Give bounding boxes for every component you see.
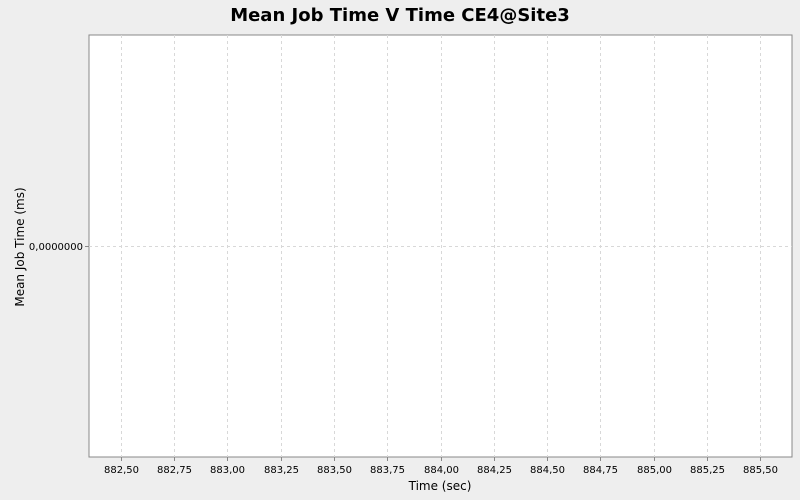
y-axis-label: Mean Job Time (ms): [13, 187, 27, 307]
x-tick-label: 884,00: [424, 465, 459, 476]
x-tick-label: 882,50: [104, 465, 139, 476]
y-axis-ticks: 0,0000000: [29, 242, 89, 253]
x-tick-label: 885,25: [690, 465, 725, 476]
x-tick-label: 884,50: [530, 465, 565, 476]
x-axis-label: Time (sec): [408, 479, 472, 493]
x-axis-ticks: 882,50 882,75 883,00 883,25 883,50 883,75 884,…: [104, 457, 778, 476]
plot-area: [88, 34, 793, 458]
x-tick-label: 884,25: [477, 465, 512, 476]
y-tick-label: 0,0000000: [29, 242, 83, 253]
x-tick-label: 883,25: [264, 465, 299, 476]
x-tick-label: 883,75: [370, 465, 405, 476]
x-tick-label: 883,50: [317, 465, 352, 476]
x-tick-label: 884,75: [583, 465, 618, 476]
x-tick-label: 885,50: [743, 465, 778, 476]
x-tick-label: 883,00: [210, 465, 245, 476]
x-tick-label: 882,75: [157, 465, 192, 476]
x-tick-label: 885,00: [637, 465, 672, 476]
chart-title: Mean Job Time V Time CE4@Site3: [230, 5, 570, 26]
